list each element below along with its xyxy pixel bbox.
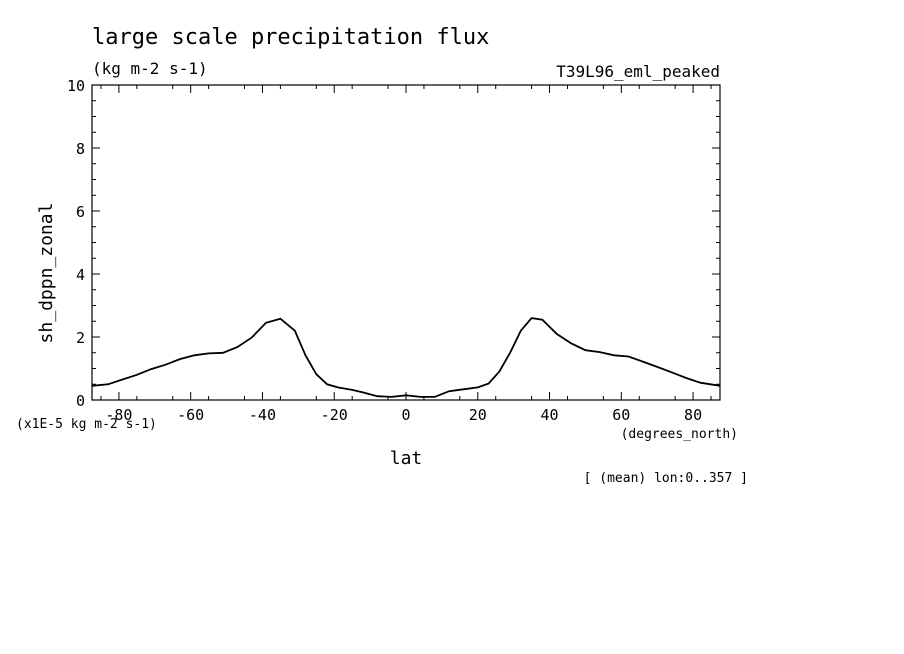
x-tick-label: 80 [684, 406, 702, 424]
experiment-label: T39L96_eml_peaked [556, 62, 720, 81]
y-tick-label: 2 [76, 329, 85, 347]
y-tick-label: 4 [76, 266, 85, 284]
y-units-label: (x1E-5 kg m-2 s-1) [16, 417, 157, 432]
x-tick-label: 0 [401, 406, 410, 424]
x-tick-label: 20 [469, 406, 487, 424]
x-tick-label: -20 [321, 406, 348, 424]
chart-title: large scale precipitation flux [92, 25, 489, 50]
x-axis: -80 -60 -40 -20 0 20 40 60 80 [100, 85, 712, 424]
x-units-label: (degrees_north) [621, 427, 738, 442]
plot-frame [91, 84, 721, 401]
y-axis-title: sh_dppn_zonal [36, 203, 57, 344]
chart-subtitle: (kg m-2 s-1) [92, 59, 208, 78]
mean-note: [ (mean) lon:0..357 ] [584, 471, 748, 486]
x-tick-label: 40 [541, 406, 559, 424]
y-tick-label: 6 [76, 203, 85, 221]
x-tick-label: -60 [177, 406, 204, 424]
y-tick-label: 0 [76, 392, 85, 410]
y-tick-label: 8 [76, 140, 85, 158]
series-line [91, 317, 721, 398]
x-axis-title: lat [390, 448, 423, 469]
x-tick-label: 60 [612, 406, 630, 424]
y-axis: 0 2 4 6 8 10 [67, 77, 720, 410]
x-tick-label: -80 [105, 406, 132, 424]
y-tick-label: 10 [67, 77, 85, 95]
x-tick-label: -40 [249, 406, 276, 424]
